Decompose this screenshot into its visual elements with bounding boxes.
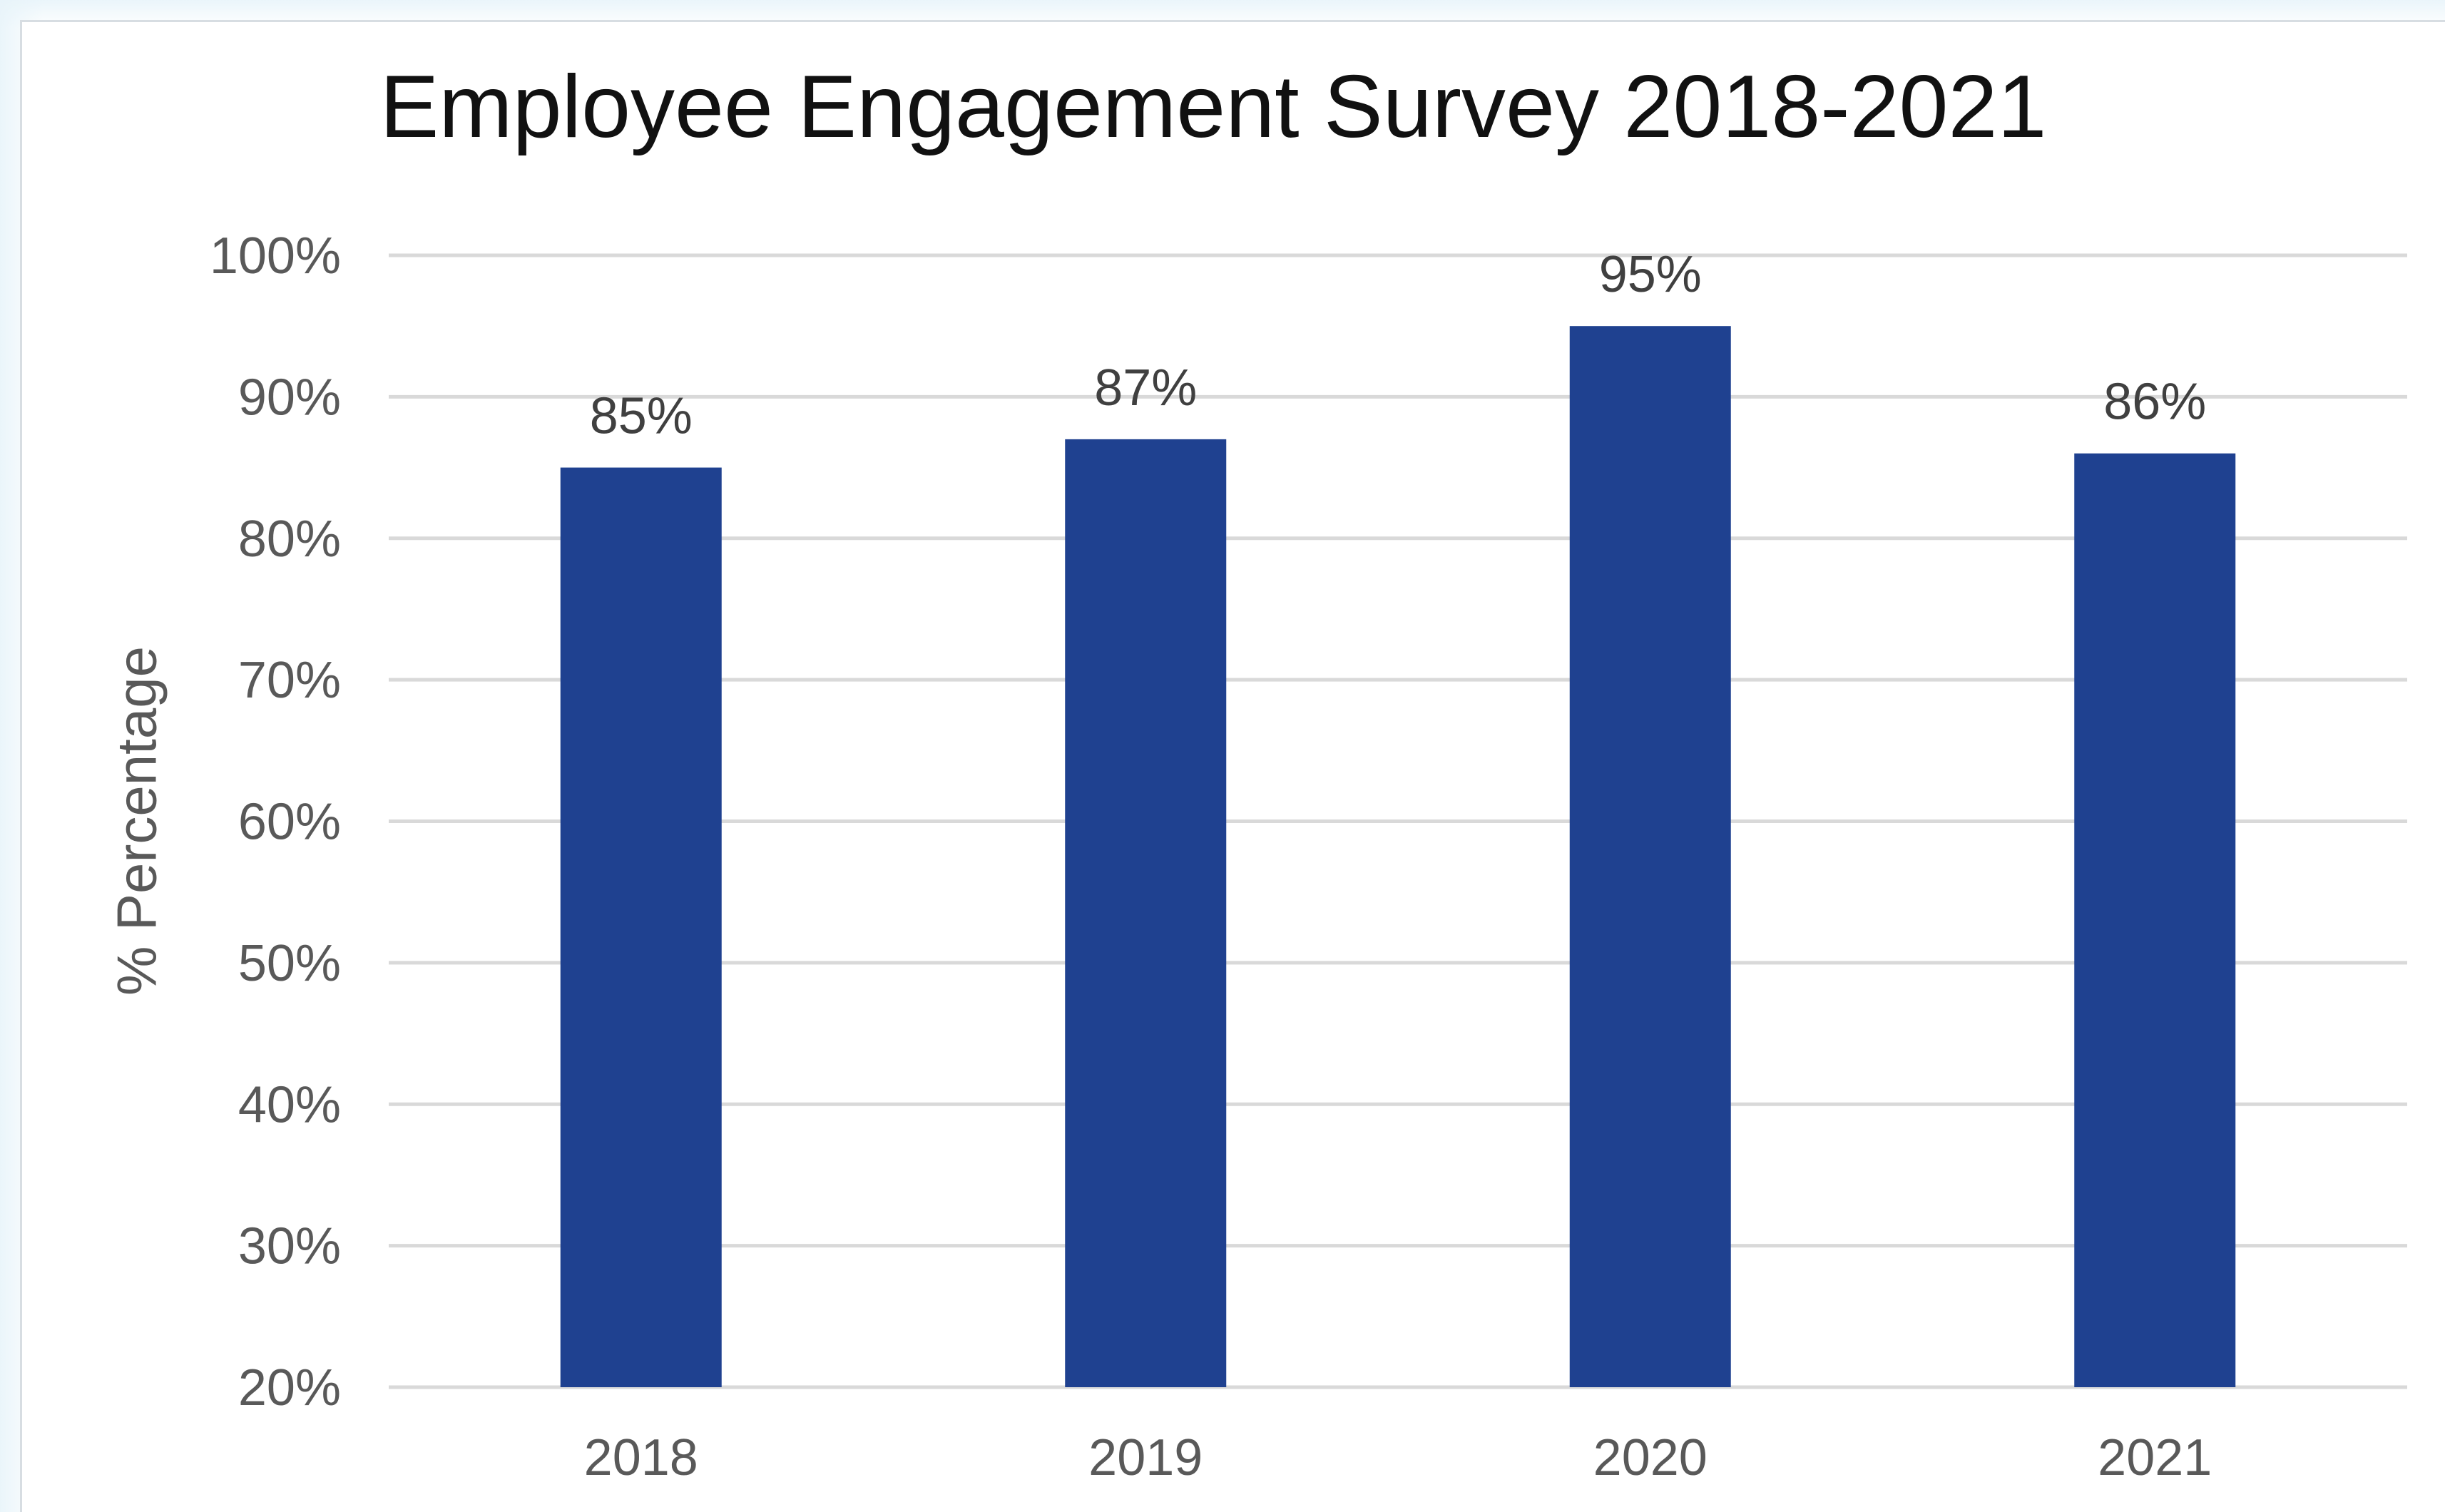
- chart-container: Employee Engagement Survey 2018-2021: [20, 20, 2445, 1512]
- data-labels: 85% 87% 95% 86%: [590, 246, 2207, 444]
- data-label-2019: 87%: [1094, 359, 1197, 417]
- y-tick-label: 80%: [238, 511, 341, 568]
- x-tick-labels: 2018 2019 2020 2021: [584, 1429, 2212, 1486]
- data-label-2020: 95%: [1599, 246, 1702, 303]
- y-tick-label: 70%: [238, 652, 341, 709]
- bar-2019: [1065, 439, 1227, 1388]
- bar-2021: [2074, 453, 2236, 1387]
- x-tick-label-2018: 2018: [584, 1429, 698, 1486]
- y-tick-label: 30%: [238, 1218, 341, 1275]
- data-label-2021: 86%: [2103, 374, 2206, 431]
- y-tick-label: 60%: [238, 794, 341, 851]
- gridlines: [389, 253, 2407, 1389]
- y-tick-label: 20%: [238, 1359, 341, 1416]
- x-tick-label-2021: 2021: [2098, 1429, 2212, 1486]
- y-tick-label: 50%: [238, 935, 341, 992]
- data-label-2018: 85%: [590, 388, 693, 445]
- y-tick-label: 90%: [238, 369, 341, 426]
- bars: [560, 326, 2236, 1388]
- y-tick-label: 100%: [210, 228, 341, 285]
- x-tick-label-2020: 2020: [1593, 1429, 1708, 1486]
- x-tick-label-2019: 2019: [1088, 1429, 1203, 1486]
- bar-2020: [1569, 326, 1731, 1387]
- y-tick-labels: 20% 30% 40% 50% 60% 70% 80% 90% 100%: [210, 228, 341, 1416]
- bar-2018: [560, 467, 722, 1387]
- chart-title: Employee Engagement Survey 2018-2021: [379, 58, 2047, 156]
- y-tick-label: 40%: [238, 1076, 341, 1133]
